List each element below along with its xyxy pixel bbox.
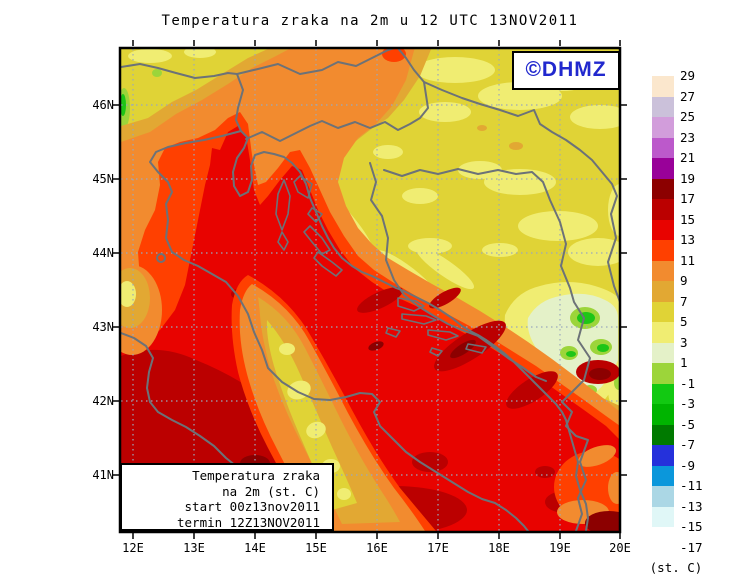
x-axis-tick-label: 20E (609, 541, 631, 555)
grid-lines (121, 49, 619, 531)
legend-line-3: start 00z13nov2011 (184, 499, 320, 514)
x-axis-tick-label: 13E (183, 541, 205, 555)
colorbar-block (652, 363, 674, 384)
x-axis-tick-label: 14E (244, 541, 266, 555)
x-axis-tick-label: 19E (549, 541, 571, 555)
x-axis-tick-label: 18E (488, 541, 510, 555)
island-outlines (275, 175, 487, 357)
x-axis-tick-label: 12E (122, 541, 144, 555)
north-warm-dot (382, 49, 406, 62)
colorbar-tick-label: 13 (680, 232, 696, 247)
warm-dots-ne (477, 125, 523, 150)
colorbar-tick-label: -9 (680, 457, 696, 473)
plot-border (118, 46, 622, 534)
colorbar-tick-label: -7 (680, 437, 696, 452)
colorbar-tick-label: 1 (680, 355, 688, 370)
colorbar-tick-label: 9 (680, 273, 688, 288)
colorbar-tick-label: 21 (680, 150, 696, 165)
colorbar-tick-label: 19 (680, 170, 696, 186)
colorbar-tick-label: -17 (680, 539, 703, 555)
temperature-field (121, 49, 619, 531)
colorbar-tick-label: 11 (680, 252, 696, 268)
colorbar-block (652, 445, 674, 466)
colorbar-block (652, 301, 674, 322)
colorbar-block (652, 342, 674, 363)
dhmz-logo-text: ©DHMZ (525, 58, 607, 81)
country-borders (121, 49, 619, 531)
colorbar-block (652, 260, 674, 281)
colorbar-tick-label: -1 (680, 375, 696, 391)
y-axis-tick-label: 41N (92, 468, 114, 482)
colorbar-blocks (652, 76, 674, 548)
y-axis-tick-label: 44N (92, 246, 114, 260)
colorbar-tick-label: 29 (680, 68, 696, 83)
colorbar-block (652, 96, 674, 117)
x-axis-tick-label: 16E (366, 541, 388, 555)
colorbar-unit-label: (st. C) (649, 560, 703, 575)
colorbar-block (652, 158, 674, 179)
colorbar-tick-label: 23 (680, 129, 696, 145)
legend-line-4: termin 12Z13NOV2011 (177, 514, 320, 530)
colorbar-tick-label: -15 (680, 519, 703, 534)
legend-line-1: Temperatura zraka (192, 468, 320, 483)
axis-ticks (113, 40, 627, 539)
colorbar-block (652, 178, 674, 199)
legend-line-2: na 2m (st. C) (222, 483, 320, 499)
colorbar-block (652, 137, 674, 158)
colorbar-tick-label: 7 (680, 293, 688, 309)
y-axis-tick-label: 46N (92, 98, 114, 112)
colorbar-tick-label: 17 (680, 191, 696, 206)
colorbar-tick-label: 15 (680, 211, 696, 227)
colorbar-block (652, 383, 674, 404)
colorbar-tick-label: -3 (680, 396, 696, 411)
colorbar-block (652, 506, 674, 527)
colorbar-block (652, 117, 674, 138)
colorbar-block (652, 404, 674, 425)
y-axis-tick-label: 43N (92, 320, 114, 334)
colorbar-tick-label: -13 (680, 498, 703, 514)
colorbar-block (652, 240, 674, 261)
y-axis-tick-label: 42N (92, 394, 114, 408)
colorbar-tick-label: -11 (680, 478, 703, 493)
colorbar-block (652, 465, 674, 486)
colorbar-tick-label: 3 (680, 334, 688, 350)
colorbar-tick-label: 5 (680, 314, 688, 329)
colorbar-block (652, 322, 674, 343)
colorbar-block (652, 424, 674, 445)
dhmz-watermark: ©DHMZ (512, 51, 620, 90)
x-axis-tick-label: 15E (305, 541, 327, 555)
colorbar-block (652, 199, 674, 220)
y-axis-tick-label: 45N (92, 172, 114, 186)
map-title: Temperatura zraka na 2m u 12 UTC 13NOV20… (161, 13, 579, 29)
colorbar-tick-label: -5 (680, 416, 696, 432)
colorbar-block (652, 486, 674, 507)
colorbar-block (652, 76, 674, 97)
colorbar-tick-label: 27 (680, 88, 696, 104)
legend-box: Temperatura zraka na 2m (st. C) start 00… (120, 463, 334, 531)
colorbar-block (652, 219, 674, 240)
x-axis-tick-label: 17E (427, 541, 449, 555)
colorbar-block (652, 527, 674, 548)
corner-patches (554, 445, 619, 531)
colorbar-block (652, 281, 674, 302)
colorbar-tick-label: 25 (680, 109, 696, 124)
